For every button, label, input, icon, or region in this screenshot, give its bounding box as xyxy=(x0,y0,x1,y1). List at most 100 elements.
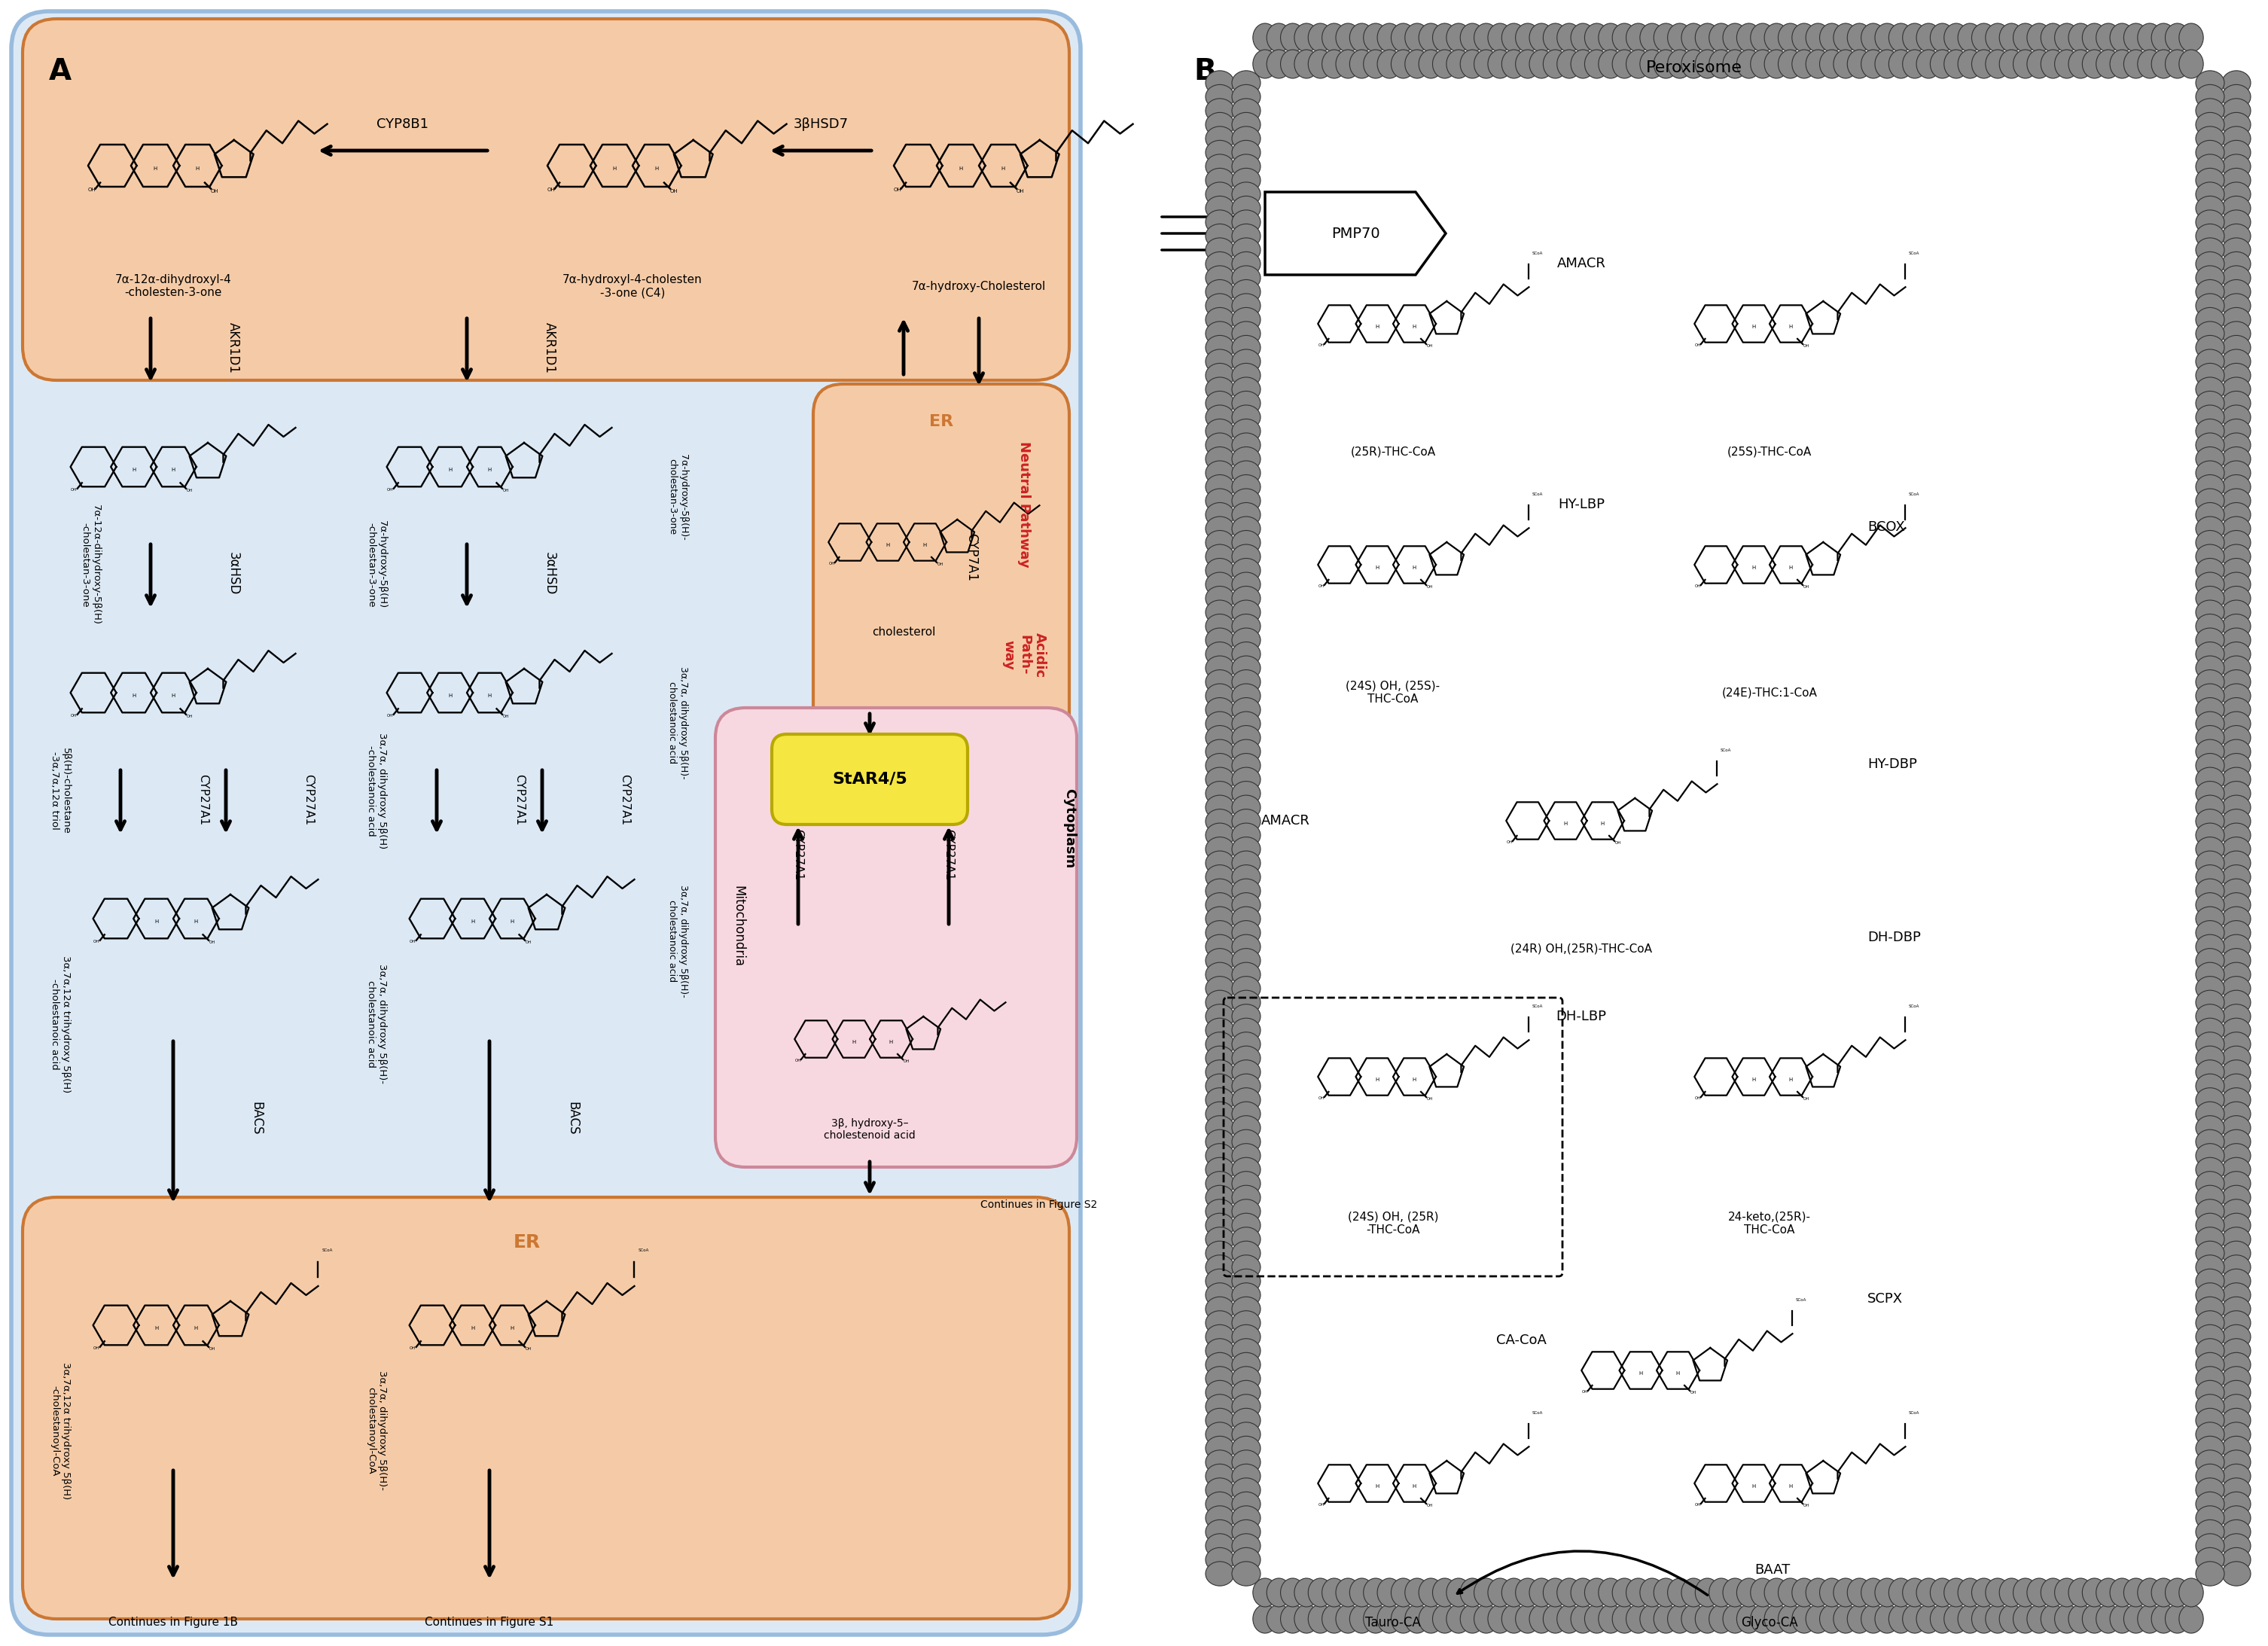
Ellipse shape xyxy=(1232,433,1261,458)
Ellipse shape xyxy=(1322,23,1347,53)
Ellipse shape xyxy=(1957,1605,1982,1633)
Text: H: H xyxy=(132,467,136,472)
Ellipse shape xyxy=(1447,49,1470,79)
Text: OH: OH xyxy=(388,714,392,718)
Ellipse shape xyxy=(1363,23,1388,53)
Text: H: H xyxy=(132,693,136,698)
Ellipse shape xyxy=(1232,168,1261,193)
Ellipse shape xyxy=(2223,239,2250,262)
Ellipse shape xyxy=(1501,1579,1526,1606)
Text: SCoA: SCoA xyxy=(1531,1411,1542,1414)
Ellipse shape xyxy=(2096,49,2121,79)
Ellipse shape xyxy=(1765,1579,1789,1606)
Ellipse shape xyxy=(1681,1579,1706,1606)
Ellipse shape xyxy=(1640,1579,1665,1606)
Ellipse shape xyxy=(2195,474,2225,499)
Text: (25R)-THC-CoA: (25R)-THC-CoA xyxy=(1349,446,1436,458)
Text: H: H xyxy=(510,1327,515,1330)
Ellipse shape xyxy=(2195,1073,2225,1098)
Ellipse shape xyxy=(2223,935,2250,960)
Text: OH: OH xyxy=(503,714,508,719)
Ellipse shape xyxy=(2195,1200,2225,1223)
Ellipse shape xyxy=(1232,1172,1261,1195)
Ellipse shape xyxy=(1232,851,1261,876)
FancyBboxPatch shape xyxy=(23,18,1068,380)
Ellipse shape xyxy=(1207,280,1234,305)
Text: OH: OH xyxy=(1803,1098,1810,1101)
Ellipse shape xyxy=(1232,1129,1261,1154)
Ellipse shape xyxy=(2152,49,2175,79)
Ellipse shape xyxy=(1232,1547,1261,1572)
Ellipse shape xyxy=(1232,420,1261,443)
Ellipse shape xyxy=(2223,71,2250,95)
Ellipse shape xyxy=(2000,23,2023,53)
Ellipse shape xyxy=(2223,1200,2250,1223)
Ellipse shape xyxy=(2223,1562,2250,1585)
Ellipse shape xyxy=(2195,364,2225,387)
Ellipse shape xyxy=(1232,586,1261,611)
Ellipse shape xyxy=(1971,1605,1996,1633)
Ellipse shape xyxy=(1501,23,1526,53)
Ellipse shape xyxy=(2195,1045,2225,1070)
Ellipse shape xyxy=(1805,23,1830,53)
Text: Tauro-CA: Tauro-CA xyxy=(1365,1616,1420,1630)
Text: 5β(H)-cholestane
-3α,7α,12α triol: 5β(H)-cholestane -3α,7α,12α triol xyxy=(50,747,70,835)
Ellipse shape xyxy=(2223,1353,2250,1376)
Ellipse shape xyxy=(2223,168,2250,193)
Ellipse shape xyxy=(1488,1605,1513,1633)
Ellipse shape xyxy=(2195,293,2225,318)
Ellipse shape xyxy=(1363,1605,1388,1633)
Text: SCoA: SCoA xyxy=(637,1248,649,1253)
Text: 7α-hydroxy-5β(H)-
cholestan-3-one: 7α-hydroxy-5β(H)- cholestan-3-one xyxy=(667,454,687,540)
Text: OH: OH xyxy=(1318,584,1325,588)
Ellipse shape xyxy=(1232,1045,1261,1070)
Ellipse shape xyxy=(2195,392,2225,415)
Ellipse shape xyxy=(1232,1157,1261,1182)
Text: H: H xyxy=(1413,1485,1418,1488)
Text: H: H xyxy=(172,693,175,698)
Ellipse shape xyxy=(2223,252,2250,277)
Ellipse shape xyxy=(2136,1579,2161,1606)
FancyBboxPatch shape xyxy=(23,1197,1068,1620)
Ellipse shape xyxy=(1751,1605,1776,1633)
Ellipse shape xyxy=(1433,1605,1456,1633)
Ellipse shape xyxy=(1207,1353,1234,1376)
Ellipse shape xyxy=(1207,71,1234,95)
Ellipse shape xyxy=(2223,642,2250,667)
Ellipse shape xyxy=(1232,1213,1261,1238)
Text: H: H xyxy=(1000,166,1005,171)
Ellipse shape xyxy=(2195,864,2225,889)
Ellipse shape xyxy=(2195,308,2225,332)
Text: OH: OH xyxy=(1690,1391,1696,1394)
Ellipse shape xyxy=(1529,49,1554,79)
Ellipse shape xyxy=(1207,838,1234,861)
Ellipse shape xyxy=(2195,1463,2225,1488)
Text: AMACR: AMACR xyxy=(1556,257,1606,270)
Text: Acidic
Path-
way: Acidic Path- way xyxy=(1002,632,1046,678)
Text: H: H xyxy=(1751,1078,1755,1081)
Ellipse shape xyxy=(1207,224,1234,249)
Ellipse shape xyxy=(1232,1562,1261,1585)
Ellipse shape xyxy=(1207,308,1234,332)
Ellipse shape xyxy=(1207,976,1234,1001)
Ellipse shape xyxy=(2195,601,2225,624)
Text: 3α,7α, dihydroxy 5β(H)-
cholestanoyl-CoA: 3α,7α, dihydroxy 5β(H)- cholestanoyl-CoA xyxy=(365,1371,388,1491)
Ellipse shape xyxy=(2195,670,2225,695)
Ellipse shape xyxy=(1916,1605,1941,1633)
Ellipse shape xyxy=(2223,377,2250,402)
Text: (24E)-THC:1-CoA: (24E)-THC:1-CoA xyxy=(1721,686,1817,698)
Text: OH: OH xyxy=(209,942,215,945)
Ellipse shape xyxy=(1542,1579,1567,1606)
Ellipse shape xyxy=(1207,140,1234,165)
Ellipse shape xyxy=(1390,23,1415,53)
Ellipse shape xyxy=(2109,23,2134,53)
Ellipse shape xyxy=(2223,127,2250,151)
Ellipse shape xyxy=(1572,1579,1594,1606)
Ellipse shape xyxy=(2195,558,2225,583)
Ellipse shape xyxy=(1653,1579,1678,1606)
Ellipse shape xyxy=(1765,1605,1789,1633)
Text: Peroxisome: Peroxisome xyxy=(1647,61,1742,76)
Ellipse shape xyxy=(1322,1605,1347,1633)
Ellipse shape xyxy=(1613,49,1637,79)
Ellipse shape xyxy=(2195,810,2225,833)
